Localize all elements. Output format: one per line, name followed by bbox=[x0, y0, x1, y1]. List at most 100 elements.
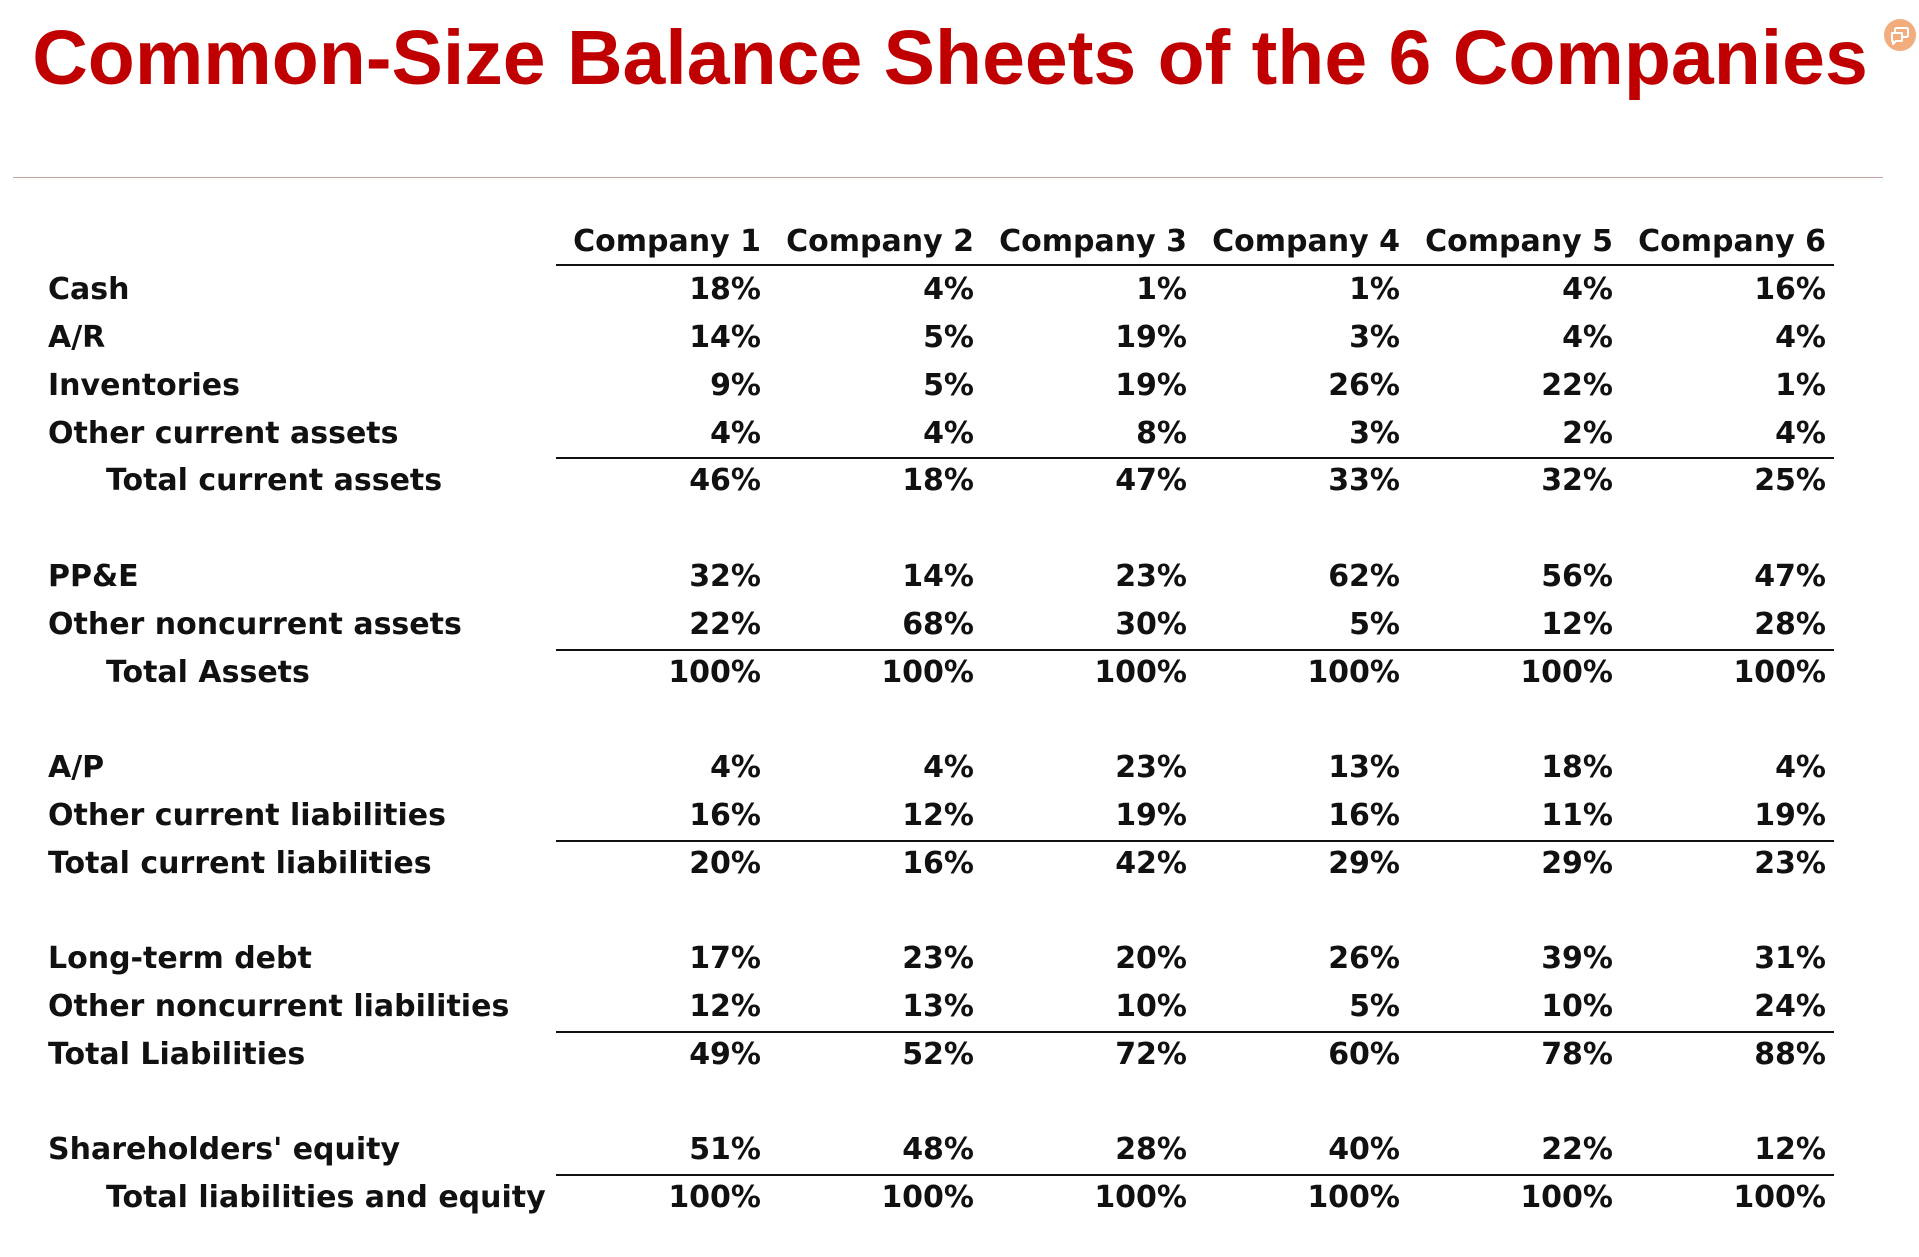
table-cell: 32% bbox=[1541, 463, 1613, 498]
table-cell: 78% bbox=[1541, 1037, 1613, 1072]
table-cell: 4% bbox=[1562, 272, 1613, 307]
table-cell: 47% bbox=[1754, 559, 1826, 594]
table-cell: 5% bbox=[1349, 989, 1400, 1024]
table-cell: 23% bbox=[902, 941, 974, 976]
row-label: Inventories bbox=[48, 368, 241, 403]
table-cell: 33% bbox=[1328, 463, 1400, 498]
table-row: Long-term debt 17% 23% 20% 26% 39% 31% bbox=[0, 935, 1919, 983]
table-cell: 56% bbox=[1541, 559, 1613, 594]
row-label: Long-term debt bbox=[48, 941, 312, 976]
table-cell: 16% bbox=[1328, 798, 1400, 833]
table-cell: 29% bbox=[1328, 846, 1400, 881]
table-row: Total current liabilities 20% 16% 42% 29% 29%… bbox=[0, 840, 1919, 888]
table-cell: 4% bbox=[923, 416, 974, 451]
table-cell: 22% bbox=[689, 607, 761, 642]
row-label: Total Assets bbox=[106, 655, 310, 690]
table-cell: 52% bbox=[902, 1037, 974, 1072]
table-cell: 46% bbox=[689, 463, 761, 498]
table-row: Total current assets 46% 18% 47% 33% 32% 25% bbox=[0, 457, 1919, 505]
column-header-company-4: Company 4 bbox=[1212, 224, 1400, 259]
table-cell: 26% bbox=[1328, 941, 1400, 976]
table-cell: 23% bbox=[1754, 846, 1826, 881]
table-cell: 3% bbox=[1349, 416, 1400, 451]
table-row: Total liabilities and equity 100% 100% 100%… bbox=[0, 1174, 1919, 1222]
table-cell: 88% bbox=[1754, 1037, 1826, 1072]
column-header-company-5: Company 5 bbox=[1425, 224, 1613, 259]
table-cell: 4% bbox=[1775, 320, 1826, 355]
table-cell: 19% bbox=[1754, 798, 1826, 833]
table-row: Shareholders' equity 51% 48% 28% 40% 22% 12% bbox=[0, 1126, 1919, 1174]
table-cell: 62% bbox=[1328, 559, 1400, 594]
table-cell: 5% bbox=[923, 368, 974, 403]
table-row: Other current assets 4% 4% 8% 3% 2% 4% bbox=[0, 410, 1919, 458]
table-cell: 32% bbox=[689, 559, 761, 594]
table-cell: 10% bbox=[1115, 989, 1187, 1024]
table-cell: 23% bbox=[1115, 750, 1187, 785]
table-cell: 4% bbox=[923, 272, 974, 307]
table-cell: 4% bbox=[710, 750, 761, 785]
table-cell: 18% bbox=[1541, 750, 1613, 785]
table-cell: 29% bbox=[1541, 846, 1613, 881]
table-cell: 39% bbox=[1541, 941, 1613, 976]
table-cell: 20% bbox=[689, 846, 761, 881]
row-label: PP&E bbox=[48, 559, 139, 594]
table-cell: 100% bbox=[1094, 655, 1187, 690]
table-header: Company 1 Company 2 Company 3 Company 4 Comp… bbox=[0, 218, 1919, 266]
table-cell: 100% bbox=[1520, 655, 1613, 690]
table-cell: 49% bbox=[689, 1037, 761, 1072]
table-cell: 42% bbox=[1115, 846, 1187, 881]
row-label: Total Liabilities bbox=[48, 1037, 306, 1072]
row-label: Other current assets bbox=[48, 416, 399, 451]
table-cell: 22% bbox=[1541, 1132, 1613, 1167]
row-label: Other noncurrent assets bbox=[48, 607, 462, 642]
column-header-company-3: Company 3 bbox=[999, 224, 1187, 259]
table-cell: 18% bbox=[902, 463, 974, 498]
table-row: Total Assets 100% 100% 100% 100% 100% 100% bbox=[0, 649, 1919, 697]
row-label: Total current liabilities bbox=[48, 846, 432, 881]
table-cell: 48% bbox=[902, 1132, 974, 1167]
row-label: Shareholders' equity bbox=[48, 1132, 401, 1167]
table-cell: 100% bbox=[1520, 1180, 1613, 1215]
table-row: A/P 4% 4% 23% 13% 18% 4% bbox=[0, 744, 1919, 792]
table-cell: 100% bbox=[881, 1180, 974, 1215]
row-label: Other noncurrent liabilities bbox=[48, 989, 510, 1024]
table-cell: 100% bbox=[1307, 1180, 1400, 1215]
row-label: Other current liabilities bbox=[48, 798, 446, 833]
table-row: Other noncurrent assets 22% 68% 30% 5% 12% 28% bbox=[0, 601, 1919, 649]
table-cell: 16% bbox=[1754, 272, 1826, 307]
chat-bubble-icon[interactable] bbox=[1884, 19, 1916, 51]
table-cell: 24% bbox=[1754, 989, 1826, 1024]
column-header-company-2: Company 2 bbox=[786, 224, 974, 259]
table-cell: 100% bbox=[668, 1180, 761, 1215]
row-label: A/R bbox=[48, 320, 106, 355]
header-underline bbox=[556, 264, 1834, 266]
table-cell: 23% bbox=[1115, 559, 1187, 594]
table-cell: 13% bbox=[902, 989, 974, 1024]
table-row: PP&E 32% 14% 23% 62% 56% 47% bbox=[0, 553, 1919, 601]
column-header-company-1: Company 1 bbox=[573, 224, 761, 259]
chat-bubble-icon-glyph bbox=[1891, 27, 1909, 45]
table-cell: 19% bbox=[1115, 320, 1187, 355]
table-cell: 12% bbox=[689, 989, 761, 1024]
table-cell: 16% bbox=[689, 798, 761, 833]
table-row: A/R 14% 5% 19% 3% 4% 4% bbox=[0, 314, 1919, 362]
table-cell: 20% bbox=[1115, 941, 1187, 976]
table-cell: 28% bbox=[1115, 1132, 1187, 1167]
table-cell: 16% bbox=[902, 846, 974, 881]
table-cell: 5% bbox=[923, 320, 974, 355]
table-cell: 100% bbox=[1733, 1180, 1826, 1215]
table-cell: 28% bbox=[1754, 607, 1826, 642]
table-cell: 4% bbox=[923, 750, 974, 785]
row-label: Total current assets bbox=[106, 463, 443, 498]
table-cell: 72% bbox=[1115, 1037, 1187, 1072]
table-cell: 25% bbox=[1754, 463, 1826, 498]
table-cell: 8% bbox=[1136, 416, 1187, 451]
table-row: Total Liabilities 49% 52% 72% 60% 78% 88% bbox=[0, 1031, 1919, 1079]
table-cell: 30% bbox=[1115, 607, 1187, 642]
row-label: Total liabilities and equity bbox=[106, 1180, 546, 1215]
row-label: Cash bbox=[48, 272, 130, 307]
table-cell: 12% bbox=[902, 798, 974, 833]
table-cell: 4% bbox=[1562, 320, 1613, 355]
table-cell: 12% bbox=[1754, 1132, 1826, 1167]
table-cell: 19% bbox=[1115, 798, 1187, 833]
